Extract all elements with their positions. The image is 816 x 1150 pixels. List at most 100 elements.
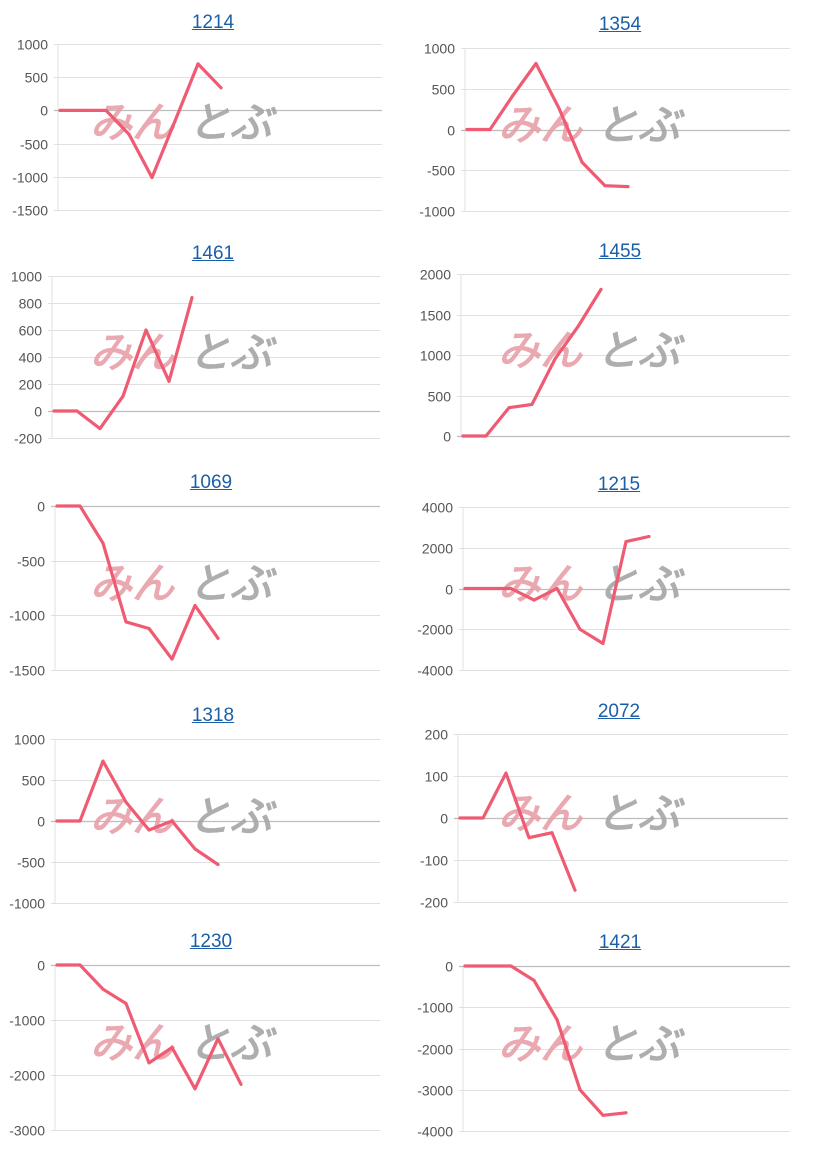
- y-tick-label: -4000: [417, 1124, 453, 1140]
- data-point: [553, 357, 557, 361]
- line-chart: 1000 500 0 -500 -1000 -1500 みん とぶ: [12, 37, 382, 219]
- data-point: [624, 1111, 628, 1115]
- data-point: [124, 620, 128, 624]
- y-tick-label: -200: [420, 895, 448, 911]
- data-point: [578, 1088, 582, 1092]
- chart-title-link[interactable]: 1214: [191, 12, 235, 33]
- y-tick-label: 0: [37, 814, 45, 830]
- line-chart: 1000 500 0 -500 -1000 みん とぶ: [9, 732, 380, 912]
- y-tick-label: 1000: [11, 269, 42, 285]
- y-tick-label: -500: [17, 554, 45, 570]
- data-point: [150, 176, 154, 179]
- y-tick-label: -1000: [9, 608, 45, 624]
- data-point: [580, 160, 584, 164]
- chart-panel-1230: 0 -1000 -2000 -3000 みん とぶ 1230: [0, 931, 400, 1150]
- y-tick-label: 1000: [420, 348, 451, 364]
- y-tick-label: 2000: [422, 541, 453, 557]
- y-tick-label: 500: [428, 389, 452, 405]
- y-tick-label: -1000: [12, 170, 48, 186]
- chart-title-link[interactable]: 2072: [597, 701, 641, 722]
- data-point: [55, 504, 59, 508]
- chart-title-link[interactable]: 1230: [189, 931, 233, 952]
- data-point: [124, 1002, 128, 1005]
- data-point: [463, 587, 467, 590]
- y-tick-label: -1000: [9, 896, 45, 912]
- y-tick-label: -4000: [417, 663, 453, 679]
- data-point: [147, 828, 151, 832]
- data-point: [576, 325, 580, 329]
- data-point: [603, 184, 607, 188]
- y-tick-label: -3000: [9, 1123, 45, 1139]
- y-tick-label: 0: [37, 958, 45, 974]
- y-tick-label: -2000: [417, 1042, 453, 1058]
- data-point: [488, 128, 492, 131]
- y-tick-label: -1500: [12, 203, 48, 219]
- chart-title-link[interactable]: 1354: [598, 14, 642, 35]
- chart-panel-1318: 1000 500 0 -500 -1000 みん とぶ 1318: [0, 705, 400, 935]
- watermark-logo-part2: とぶ: [188, 329, 278, 376]
- series-line: [55, 759, 220, 867]
- chart-title-link[interactable]: 1461: [191, 243, 235, 264]
- line-chart: 2000 1500 1000 500 0 みん とぶ: [420, 267, 790, 445]
- y-tick-label: -2000: [417, 622, 453, 638]
- series-line: [55, 504, 220, 661]
- chart-panel-1354: 1000 500 0 -500 -1000 みん とぶ 1354: [408, 0, 808, 230]
- data-point: [557, 106, 561, 110]
- data-point: [193, 604, 197, 607]
- data-point: [458, 816, 462, 820]
- data-point: [239, 1082, 243, 1086]
- data-point: [78, 819, 82, 823]
- y-tick-label: -500: [17, 855, 45, 871]
- data-point: [599, 287, 603, 291]
- chart-title-link[interactable]: 1215: [597, 474, 641, 495]
- data-point: [573, 888, 577, 892]
- y-tick-label: 600: [19, 323, 43, 339]
- y-tick-label: -1500: [9, 663, 45, 679]
- line-chart: 0 -1000 -2000 -3000 みん とぶ: [9, 958, 380, 1139]
- y-tick-label: -1000: [419, 204, 455, 220]
- data-point: [550, 831, 554, 835]
- y-tick-label: 800: [19, 296, 43, 312]
- data-point: [532, 978, 536, 982]
- data-point: [124, 800, 128, 804]
- chart-title-link[interactable]: 1421: [598, 932, 642, 953]
- line-chart: 0 -500 -1000 -1500 みん とぶ: [9, 499, 380, 679]
- data-point: [647, 535, 651, 538]
- y-tick-label: 0: [37, 499, 45, 515]
- data-point: [173, 119, 177, 123]
- watermark-logo-part2: とぶ: [188, 793, 278, 840]
- series-line: [458, 771, 577, 892]
- watermark-logo-part1: みん: [90, 793, 176, 840]
- watermark-logo-part2: とぶ: [596, 1021, 686, 1068]
- y-tick-label: -500: [427, 163, 455, 179]
- y-tick-label: 4000: [422, 500, 453, 516]
- series-line: [465, 61, 630, 189]
- data-point: [484, 434, 488, 438]
- data-point: [170, 657, 174, 661]
- line-chart: 1000 500 0 -500 -1000 みん とぶ: [419, 41, 790, 220]
- y-tick-label: 1000: [17, 37, 48, 53]
- y-tick-label: 0: [447, 123, 455, 139]
- chart-title-link[interactable]: 1455: [598, 241, 642, 262]
- data-point: [219, 86, 223, 90]
- chart-title-link[interactable]: 1318: [191, 705, 235, 726]
- y-tick-label: 0: [440, 811, 448, 827]
- data-point: [127, 132, 131, 136]
- data-point: [486, 587, 490, 590]
- chart-title-link[interactable]: 1069: [189, 472, 233, 493]
- y-tick-label: 0: [445, 959, 453, 975]
- y-tick-label: -200: [14, 431, 42, 447]
- chart-panel-1455: 2000 1500 1000 500 0 みん とぶ 1455: [408, 240, 808, 460]
- watermark-logo-part1: みん: [498, 561, 584, 608]
- data-point: [601, 642, 605, 645]
- data-point: [147, 627, 151, 630]
- data-point: [530, 402, 534, 406]
- data-point: [534, 62, 538, 65]
- data-point: [55, 963, 59, 967]
- y-tick-label: 1000: [424, 41, 455, 57]
- watermark-logo-part1: みん: [90, 99, 176, 146]
- data-point: [55, 819, 59, 823]
- chart-panel-1214: 1000 500 0 -500 -1000 -1500 みん とぶ 1214: [0, 0, 400, 230]
- data-point: [532, 598, 536, 602]
